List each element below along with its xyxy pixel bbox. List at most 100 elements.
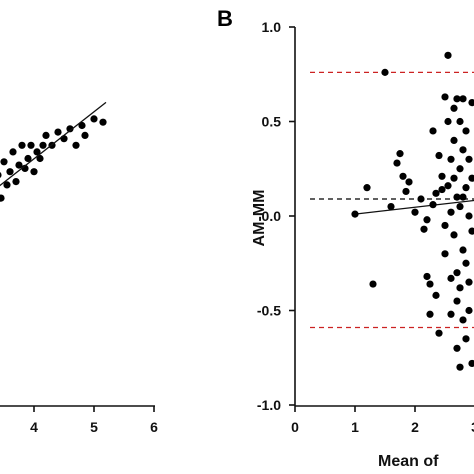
panel-b-data-point [393,159,401,167]
panel-b-data-point [435,329,443,337]
panel-b-data-point [468,227,474,235]
panel-a-data-point [27,141,35,149]
panel-b-data-point [426,280,434,288]
panel-b-y-tick-label: 0.0 [262,208,282,224]
panel-b-data-point [462,259,470,267]
panel-a-data-point [90,115,98,123]
panel-a-x-tick-label: 4 [30,419,38,435]
panel-b-x-tick-label: 3 [471,419,474,435]
panel-b-data-point [462,335,470,343]
panel-b-data-point [363,184,371,192]
panel-b-data-point [420,225,428,233]
panel-a-data-point [0,194,5,202]
panel-b-data-point [456,284,464,292]
panel-b-data-point [459,95,467,103]
panel-a-data-point [6,168,14,176]
panel-b-data-point [426,310,434,318]
panel-b-data-point [396,150,404,158]
panel-b-data-point [465,278,473,286]
panel-b-x-axis-title: Mean of [378,453,439,470]
panel-b-data-point [444,51,452,59]
panel-b-data-point [402,187,410,196]
panel-b-data-point [447,208,455,216]
panel-b-data-point [441,93,449,101]
panel-b: B 1.0 0.5 0.0 -0.5 -1.0 0 1 2 3 AM-MM Mean of [217,6,474,470]
panel-b-data-point [435,151,443,160]
panel-b-data-point [450,231,458,239]
panel-b-y-ticks: 1.0 0.5 0.0 -0.5 -1.0 [257,19,295,413]
panel-a-data-point [39,141,47,149]
panel-a-data-point [78,121,86,130]
panel-b-data-point [369,280,377,288]
panel-a-data-point [60,135,68,143]
panel-b-x-tick-label: 0 [291,419,299,435]
panel-b-data-point [447,155,455,163]
panel-b-data-point [453,297,461,305]
panel-b-y-tick-label: 0.5 [262,114,282,130]
panel-b-trend-line [354,199,474,215]
panel-b-data-point [417,195,425,203]
panel-b-data-point [447,310,455,318]
panel-a-data-point [18,141,26,149]
panel-b-data-point [429,201,437,209]
panel-b-data-point [450,136,458,144]
panel-a-data-point [81,131,89,139]
panel-b-data-point [468,99,474,107]
panel-b-data-point [468,359,474,368]
panel-a: 4 5 6 [0,101,158,435]
panel-b-data-point [438,185,446,194]
panel-b-data-point [450,104,458,112]
panel-b-data-point [453,95,461,103]
panel-b-reference-lines [310,71,474,329]
panel-b-data-point [405,178,413,186]
panel-b-y-tick-label: -0.5 [257,303,281,319]
panel-b-data-point [432,189,440,197]
panel-b-data-point [456,363,464,371]
panel-b-data-point [429,127,437,135]
panel-b-data-point [456,165,464,173]
panel-a-data-point [3,181,11,189]
panel-b-data-point [456,202,464,211]
panel-b-data-point [465,155,473,163]
panel-a-data-point [9,148,17,156]
panel-b-data-point [453,269,461,277]
panel-b-data-point [441,250,449,258]
panel-b-data-point [459,246,467,254]
panel-b-data-point [387,202,395,211]
panel-b-x-tick-label: 2 [411,419,419,435]
panel-b-data-point [453,344,461,352]
panel-a-data-point [15,161,23,169]
panel-b-data-point [456,117,464,126]
panel-a-data-point [99,118,107,126]
panel-b-data-point [450,174,458,182]
panel-b-data-point [411,208,419,216]
panel-b-data-point [351,210,359,218]
panel-b-data-point [399,172,407,180]
panel-a-data-point [54,128,62,136]
panel-b-y-axis-title: AM-MM [251,190,268,247]
panel-b-x-ticks: 0 1 2 3 [291,406,474,435]
panel-b-data-point [444,117,452,126]
panel-b-data-point [459,316,467,324]
panel-a-data-point [0,158,8,166]
panel-a-data-point [72,141,80,149]
panel-b-points [351,51,474,371]
panel-b-data-point [465,306,473,315]
panel-b-data-point [447,274,455,282]
panel-b-letter: B [217,6,233,31]
panel-a-x-tick-label: 5 [90,419,98,435]
panel-a-points [0,115,107,202]
panel-a-fit-line [0,101,107,187]
panel-b-data-point [381,68,389,76]
panel-b-data-point [465,212,473,220]
panel-b-data-point [441,221,449,230]
panel-b-data-point [459,146,467,154]
panel-a-data-point [33,148,41,156]
panel-b-y-tick-label: -1.0 [257,397,281,413]
panel-a-data-point [0,172,2,178]
panel-a-data-point [42,131,50,139]
panel-a-data-point [30,168,38,176]
panel-a-data-point [12,178,20,186]
panel-b-data-point [423,272,431,281]
